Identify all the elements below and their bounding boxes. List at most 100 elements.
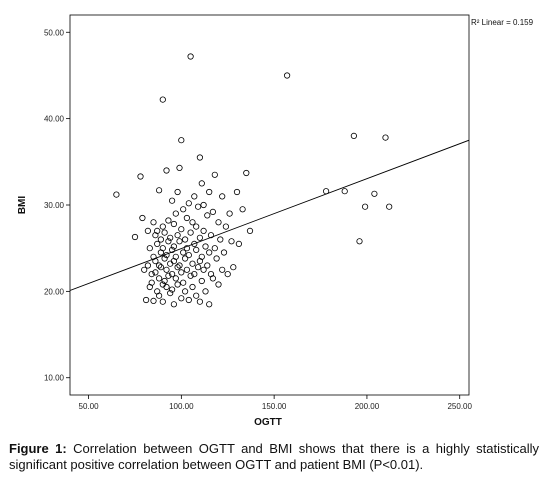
data-point: [137, 173, 144, 180]
data-point: [159, 223, 166, 230]
data-point: [230, 264, 237, 271]
y-tick-label: 20.00: [44, 287, 65, 296]
caption-label: Figure 1:: [9, 441, 67, 456]
data-point: [178, 226, 185, 233]
data-point: [152, 257, 159, 265]
data-point: [154, 240, 161, 247]
x-tick-label: 250.00: [447, 402, 472, 411]
data-point: [243, 169, 250, 177]
data-point: [341, 188, 348, 195]
data-point: [195, 264, 202, 271]
data-point: [183, 266, 190, 273]
data-point: [204, 212, 211, 219]
data-point: [174, 264, 181, 271]
data-point: [174, 281, 181, 288]
data-point: [200, 227, 207, 234]
data-point: [217, 236, 224, 243]
data-point: [163, 167, 170, 174]
data-point: [283, 72, 291, 79]
data-point: [206, 301, 213, 308]
y-tick-label: 40.00: [44, 115, 65, 124]
data-point: [196, 154, 203, 161]
caption-text: Correlation between OGTT and BMI shows t…: [9, 441, 540, 472]
data-point: [174, 188, 181, 196]
data-point: [176, 262, 183, 269]
data-point: [161, 229, 168, 236]
r2-label: R² Linear = 0.159: [471, 18, 534, 27]
data-point: [361, 203, 369, 210]
data-point: [206, 249, 213, 256]
data-point: [150, 297, 157, 304]
data-point: [165, 272, 172, 279]
data-point: [228, 238, 235, 245]
data-point: [144, 262, 151, 269]
data-point: [159, 298, 166, 305]
data-point: [200, 201, 207, 209]
data-point: [113, 191, 120, 198]
data-point: [211, 245, 218, 252]
data-point: [154, 227, 161, 234]
data-point: [207, 232, 215, 239]
data-point: [156, 262, 163, 269]
data-point: [191, 193, 198, 200]
data-point: [169, 270, 176, 278]
data-point: [178, 295, 185, 302]
data-point: [211, 171, 218, 178]
data-point: [165, 238, 172, 245]
data-point: [167, 289, 174, 297]
data-point: [382, 134, 389, 141]
data-point: [180, 249, 187, 256]
data-point: [209, 275, 216, 282]
data-point: [170, 220, 177, 228]
data-point: [196, 298, 203, 305]
data-point: [213, 255, 220, 262]
data-point: [161, 277, 168, 285]
data-point: [156, 187, 163, 194]
data-point: [209, 208, 216, 215]
data-point: [174, 232, 181, 239]
data-point: [150, 219, 157, 226]
data-point: [163, 283, 170, 291]
data-point: [143, 296, 150, 304]
data-point: [215, 219, 222, 226]
data-point: [202, 288, 209, 295]
data-point: [183, 245, 190, 252]
data-point: [182, 236, 189, 243]
data-point: [189, 260, 196, 267]
y-axis-title: BMI: [17, 196, 28, 215]
y-tick-label: 50.00: [44, 28, 65, 37]
data-point: [191, 240, 198, 247]
data-point: [233, 188, 241, 196]
y-tick-label: 10.00: [44, 374, 65, 383]
x-axis-title: OGTT: [254, 417, 282, 428]
data-point: [178, 137, 185, 144]
x-tick-label: 100.00: [169, 402, 194, 411]
figure-caption: Figure 1: Correlation between OGTT and B…: [9, 441, 539, 472]
data-point: [161, 255, 168, 262]
data-point: [180, 279, 187, 286]
data-point: [176, 164, 183, 171]
data-point: [170, 243, 177, 250]
data-point: [169, 246, 176, 253]
data-point: [182, 288, 189, 295]
data-point: [206, 188, 213, 196]
data-point: [198, 180, 205, 187]
data-point: [246, 227, 254, 234]
x-tick-label: 50.00: [79, 402, 100, 411]
data-point: [195, 203, 202, 210]
x-tick-label: 150.00: [262, 402, 287, 411]
data-point: [202, 243, 209, 250]
data-point: [189, 283, 196, 291]
data-point: [148, 270, 155, 278]
data-point: [146, 245, 153, 252]
data-point: [187, 53, 194, 60]
data-point: [172, 210, 179, 217]
data-point: [183, 214, 190, 222]
data-point: [222, 223, 229, 230]
data-point: [169, 286, 176, 293]
data-point: [356, 238, 363, 245]
data-point: [224, 270, 231, 278]
data-point: [159, 245, 166, 252]
data-point: [163, 266, 170, 273]
data-point: [193, 246, 200, 253]
